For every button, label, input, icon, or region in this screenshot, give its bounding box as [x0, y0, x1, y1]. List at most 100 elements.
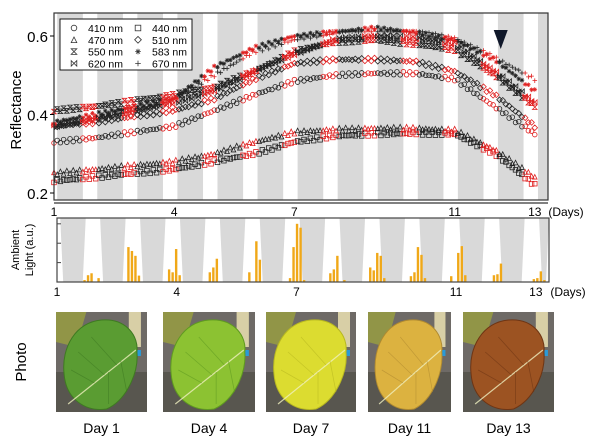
bowtie-marker	[176, 99, 182, 107]
triangle-marker-path	[512, 159, 519, 166]
circle-marker	[70, 138, 76, 145]
plus-marker	[503, 61, 509, 67]
light-bar	[332, 269, 336, 282]
triangle-marker	[166, 157, 173, 164]
light-bar	[258, 259, 262, 282]
triangle-marker	[499, 150, 506, 157]
triangle-marker-path	[333, 127, 340, 134]
circle-marker-shape	[368, 71, 375, 77]
hourglass-marker	[435, 43, 442, 50]
asterisk-marker-path	[208, 69, 214, 74]
circle-marker-shape	[282, 83, 288, 89]
circle-marker-shape	[397, 72, 403, 78]
circle-marker-shape	[86, 135, 92, 141]
asterisk-marker	[474, 50, 480, 55]
plus-marker	[506, 62, 512, 68]
triangle-marker	[111, 162, 118, 169]
plus-marker-path	[131, 109, 137, 114]
diamond-marker	[143, 112, 151, 120]
circle-marker-shape	[221, 105, 227, 111]
circle-marker-shape	[429, 72, 435, 79]
asterisk-marker	[516, 76, 522, 82]
hourglass-marker-path	[53, 106, 61, 112]
plus-marker	[346, 28, 352, 34]
plus-marker	[224, 66, 230, 71]
square-marker-shape	[70, 176, 76, 182]
triangle-marker-path	[474, 138, 481, 145]
triangle-marker-path	[493, 146, 500, 153]
triangle-marker	[333, 127, 340, 134]
square-marker-shape	[269, 147, 275, 153]
bowtie-marker	[525, 93, 532, 100]
plus-marker	[77, 121, 82, 126]
triangle-marker	[262, 135, 269, 142]
circle-marker	[317, 74, 323, 81]
circle-marker-shape	[310, 75, 317, 81]
asterisk-marker	[420, 32, 425, 38]
plus-marker	[301, 36, 307, 42]
circle-marker-shape	[96, 134, 102, 140]
diamond-marker	[335, 55, 343, 63]
triangle-marker-path	[368, 124, 375, 131]
plus-marker-path	[433, 31, 438, 36]
square-marker-shape	[121, 171, 128, 177]
diamond-marker-path	[326, 57, 333, 65]
x-tick-label: 13	[529, 285, 543, 299]
asterisk-marker	[445, 37, 451, 42]
square-marker-shape	[262, 149, 269, 155]
square-marker-shape	[163, 166, 169, 172]
x-tick-label: 13	[528, 205, 542, 219]
plus-marker	[490, 55, 496, 61]
plus-marker-path	[506, 62, 512, 68]
square-marker	[96, 172, 102, 178]
asterisk-marker-path	[138, 101, 143, 107]
asterisk-marker-path	[61, 117, 66, 123]
diamond-marker-path	[137, 113, 144, 121]
asterisk-marker	[83, 112, 89, 118]
asterisk-marker-path	[320, 29, 326, 34]
light-bar	[336, 255, 339, 282]
square-marker	[291, 139, 298, 145]
triangle-marker	[294, 127, 301, 134]
diamond-marker	[345, 56, 353, 63]
circle-marker-shape	[403, 72, 410, 78]
asterisk-marker	[417, 29, 422, 35]
circle-marker	[512, 119, 519, 126]
square-marker-shape	[115, 171, 121, 178]
triangle-marker-path	[227, 144, 234, 151]
asterisk-marker	[375, 24, 381, 30]
triangle-marker-path	[445, 125, 452, 132]
diamond-marker-path	[150, 111, 157, 119]
circle-marker	[201, 111, 208, 117]
diamond-marker	[137, 113, 144, 121]
triangle-marker-path	[70, 166, 77, 173]
shaded-band	[339, 218, 366, 282]
square-marker	[352, 133, 358, 139]
plus-marker-path	[99, 114, 105, 120]
x-tick-label: 7	[291, 205, 298, 219]
circle-marker	[179, 121, 185, 128]
hourglass-marker	[409, 42, 417, 48]
triangle-marker-path	[506, 154, 513, 161]
plus-marker-path	[54, 124, 60, 130]
hourglass-marker-path	[105, 102, 112, 109]
x-tick-label: 4	[173, 285, 180, 299]
hourglass-marker-path	[175, 89, 183, 96]
plus-marker-path	[279, 42, 284, 47]
circle-marker-shape	[291, 76, 298, 83]
triangle-marker	[220, 146, 227, 153]
shaded-band	[459, 218, 485, 282]
diamond-marker	[268, 67, 276, 75]
diamond-marker-path	[483, 88, 491, 96]
plus-marker-path	[90, 119, 95, 125]
asterisk-marker-path	[426, 34, 432, 39]
hourglass-marker	[531, 104, 539, 110]
circle-marker-shape	[516, 118, 522, 125]
circle-marker	[432, 74, 439, 80]
plus-marker	[439, 32, 445, 38]
plus-marker	[263, 44, 268, 50]
circle-marker-shape	[243, 94, 250, 100]
asterisk-marker-path	[282, 37, 288, 42]
circle-marker-shape	[477, 94, 483, 100]
circle-marker	[522, 123, 528, 130]
